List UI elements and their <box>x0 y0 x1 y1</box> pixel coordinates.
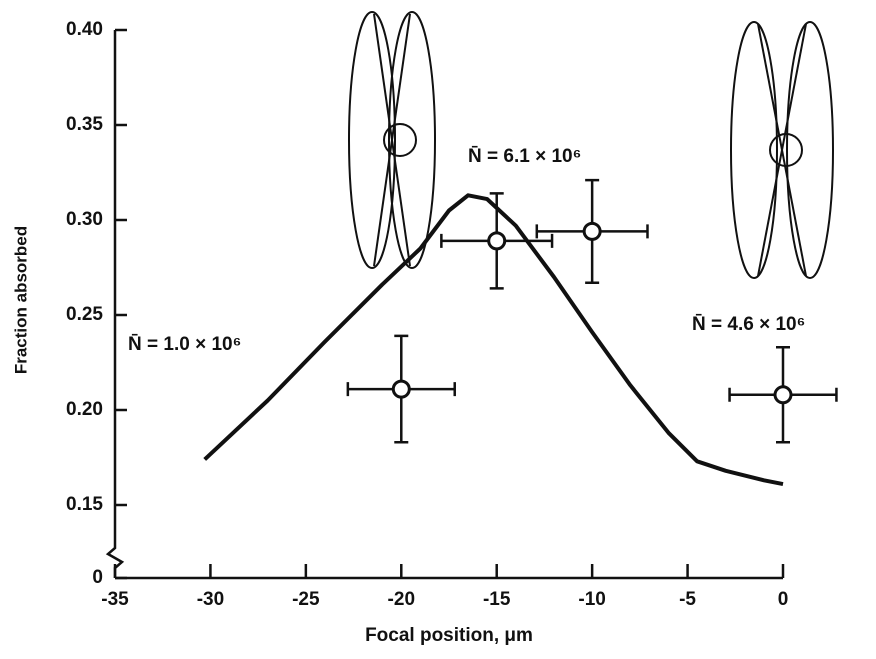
x-tick-label: 0 <box>778 589 789 610</box>
y-axis-label: Fraction absorbed <box>11 226 30 374</box>
y-tick-label: 0.15 <box>66 494 103 515</box>
x-tick-label: -30 <box>197 589 224 610</box>
focus-diagram-left <box>348 11 436 269</box>
y-tick-label: 0.40 <box>66 19 103 40</box>
y-tick-label: 0.35 <box>66 114 103 135</box>
x-tick-label: -15 <box>483 589 511 610</box>
x-tick-label: -20 <box>388 589 415 610</box>
point <box>391 379 411 399</box>
annotation: N̄ = 4.6 × 10⁶ <box>692 314 805 335</box>
x-tick-label: -5 <box>679 589 696 610</box>
point <box>487 231 507 251</box>
annotation: N̄ = 6.1 × 10⁶ <box>468 146 581 167</box>
x-axis-label: Focal position, μm <box>365 625 533 646</box>
point <box>582 221 602 241</box>
x-tick-label: -25 <box>292 589 320 610</box>
curve <box>203 193 784 487</box>
y-tick-label: 0.20 <box>66 399 103 420</box>
y-tick-label: 0.25 <box>66 304 103 325</box>
focus-diagram-right <box>730 21 834 279</box>
x-tick-label: -10 <box>578 589 605 610</box>
y-tick-label: 0 <box>92 567 103 588</box>
point <box>773 385 793 405</box>
x-tick-label: -35 <box>101 589 129 610</box>
y-tick-label: 0.30 <box>66 209 103 230</box>
annotation: N̄ = 1.0 × 10⁶ <box>128 334 241 355</box>
y-axis <box>105 30 125 578</box>
